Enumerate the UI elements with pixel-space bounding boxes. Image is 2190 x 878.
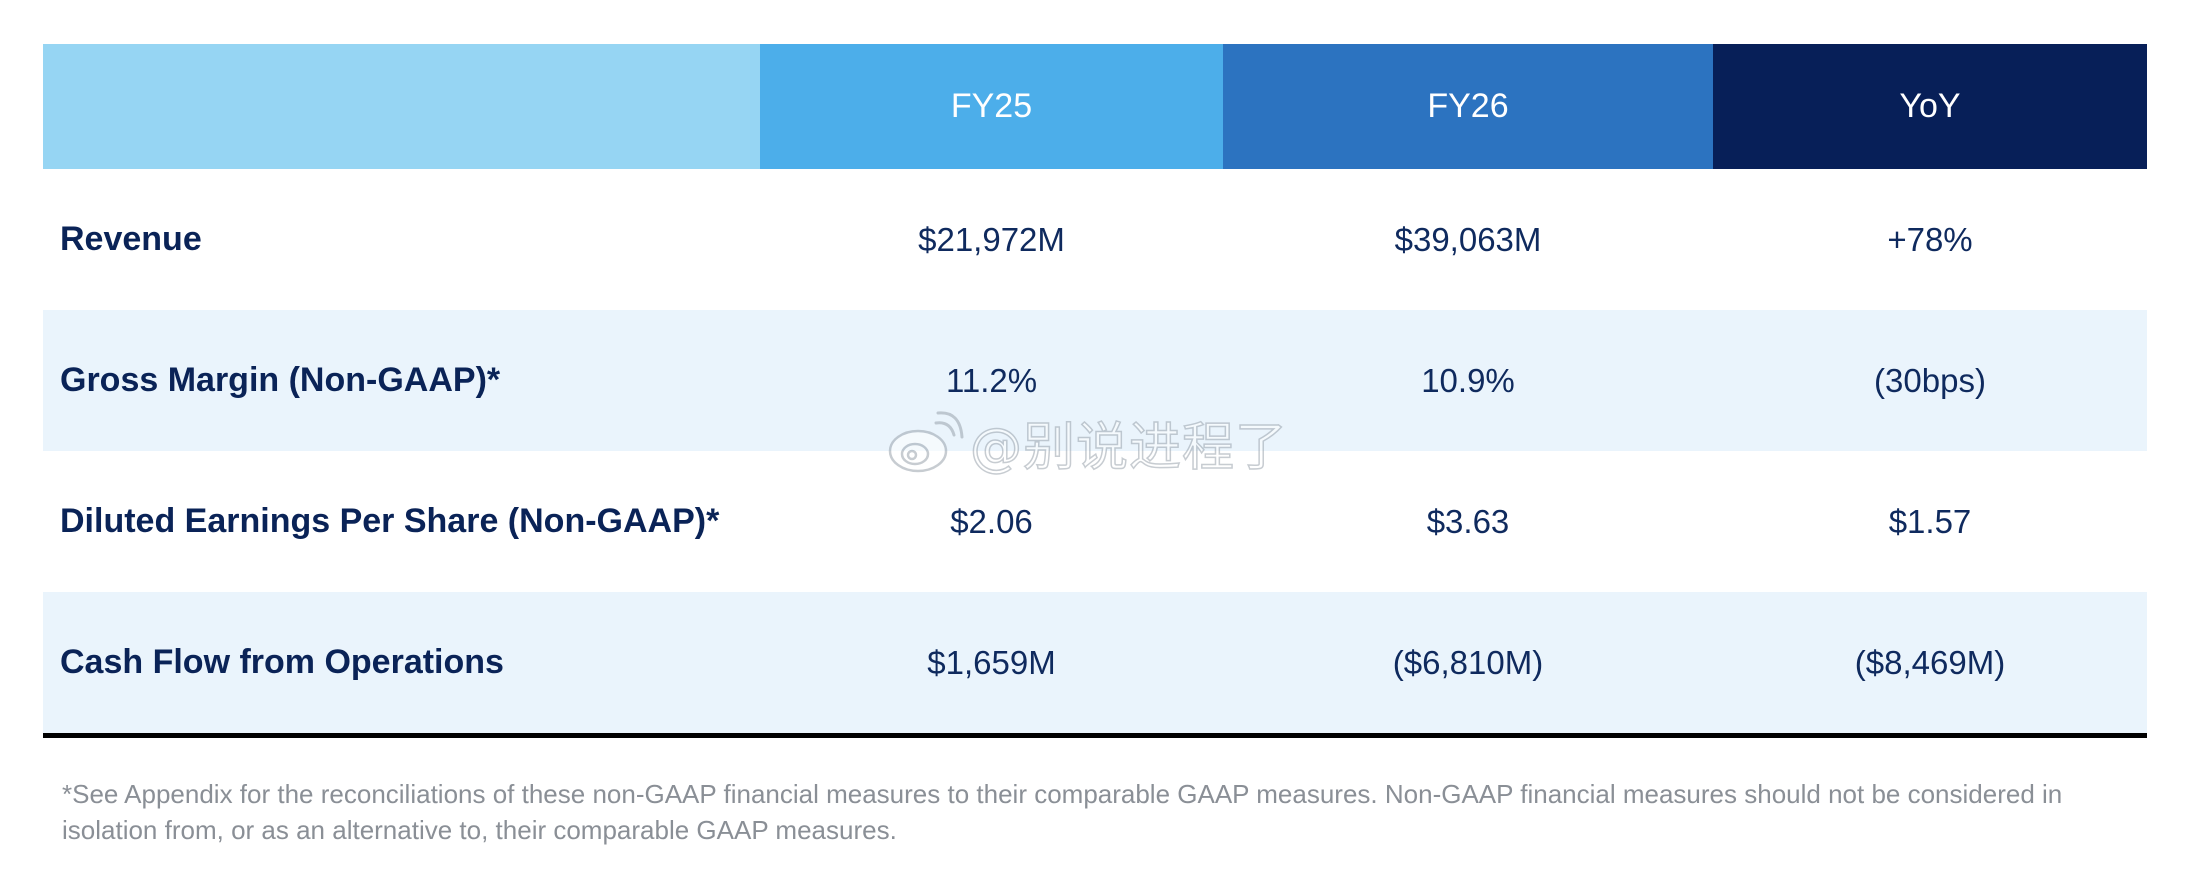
header-fy25-cell: FY25 bbox=[760, 44, 1223, 169]
table-bottom-rule bbox=[43, 733, 2147, 738]
table-row: Cash Flow from Operations $1,659M ($6,81… bbox=[43, 592, 2147, 733]
row-fy25-value: $21,972M bbox=[918, 220, 1065, 258]
row-yoy-value: (30bps) bbox=[1874, 361, 1986, 399]
row-label: Revenue bbox=[60, 220, 202, 258]
table-row: Diluted Earnings Per Share (Non-GAAP)* $… bbox=[43, 451, 2147, 592]
row-label: Gross Margin (Non-GAAP)* bbox=[60, 361, 501, 399]
table-row: Gross Margin (Non-GAAP)* 11.2% 10.9% (30… bbox=[43, 310, 2147, 451]
row-yoy-value: +78% bbox=[1887, 220, 1973, 258]
row-label: Diluted Earnings Per Share (Non-GAAP)* bbox=[60, 502, 720, 540]
header-fy25: FY25 bbox=[950, 87, 1033, 125]
row-fy26-value: $3.63 bbox=[1426, 502, 1510, 540]
row-fy25-value: $1,659M bbox=[927, 643, 1056, 681]
financial-summary-table: FY25 FY26 YoY Revenue $21,972M $39,063M … bbox=[43, 44, 2147, 738]
table-header-row: FY25 FY26 YoY bbox=[43, 44, 2147, 169]
header-yoy-cell: YoY bbox=[1713, 44, 2147, 169]
header-yoy: YoY bbox=[1899, 87, 1961, 125]
row-fy26-value: $39,063M bbox=[1394, 220, 1542, 258]
row-yoy-value: ($8,469M) bbox=[1854, 643, 2006, 681]
row-fy26-value: 10.9% bbox=[1421, 361, 1515, 399]
row-fy25-value: 11.2% bbox=[945, 361, 1038, 399]
header-fy26-cell: FY26 bbox=[1223, 44, 1713, 169]
row-fy26-value: ($6,810M) bbox=[1392, 643, 1544, 681]
row-label: Cash Flow from Operations bbox=[60, 643, 504, 681]
footnote: *See Appendix for the reconciliations of… bbox=[62, 779, 2063, 845]
header-label-cell bbox=[43, 44, 760, 169]
row-fy25-value: $2.06 bbox=[950, 502, 1033, 540]
header-fy26: FY26 bbox=[1427, 87, 1509, 125]
row-yoy-value: $1.57 bbox=[1888, 502, 1972, 540]
table-row: Revenue $21,972M $39,063M +78% bbox=[43, 169, 2147, 310]
